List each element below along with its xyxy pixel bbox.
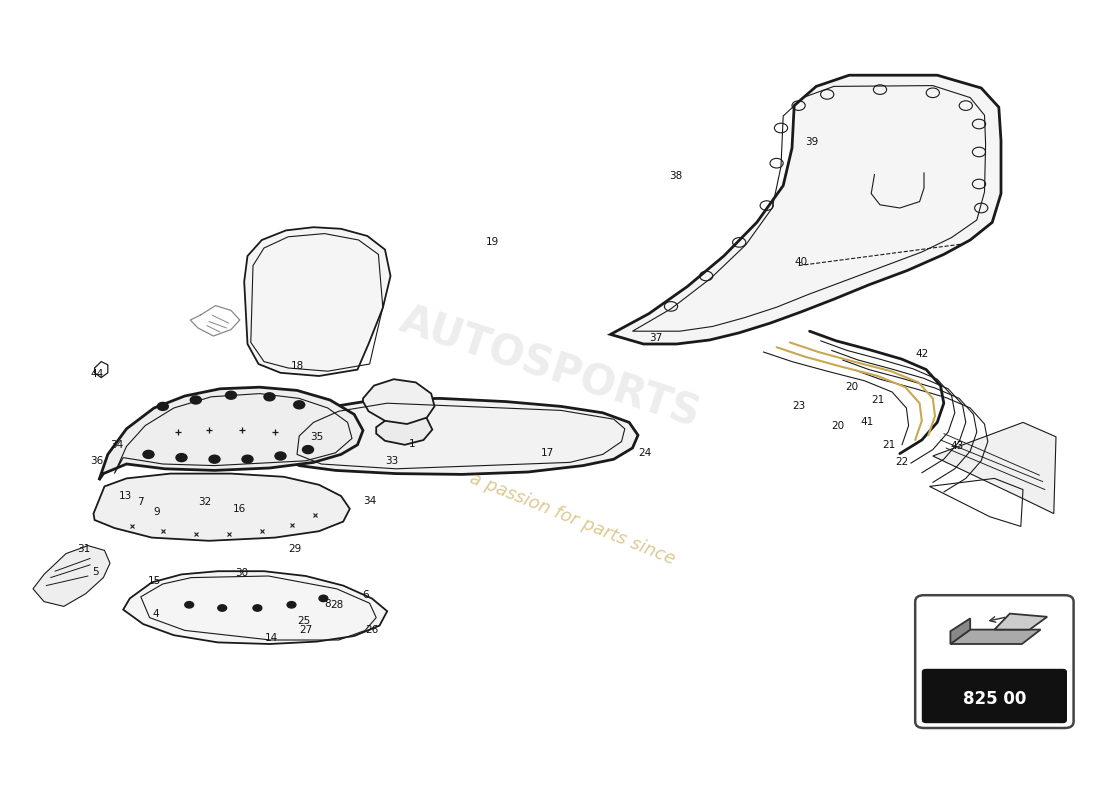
Polygon shape (950, 618, 970, 644)
Text: 39: 39 (805, 138, 818, 147)
Polygon shape (933, 422, 1056, 514)
Text: 6: 6 (362, 590, 369, 600)
Circle shape (218, 605, 227, 611)
Polygon shape (284, 398, 638, 474)
Text: 36: 36 (90, 456, 103, 466)
Text: AUTOSPORTS: AUTOSPORTS (394, 299, 706, 437)
Text: 20: 20 (832, 421, 845, 430)
Text: 43: 43 (950, 442, 964, 451)
Circle shape (242, 455, 253, 463)
Text: 35: 35 (310, 432, 323, 442)
Circle shape (275, 452, 286, 460)
Text: 40: 40 (794, 258, 807, 267)
Polygon shape (123, 571, 387, 644)
Text: 4: 4 (153, 610, 159, 619)
Text: 41: 41 (860, 418, 873, 427)
Text: 26: 26 (365, 626, 378, 635)
Text: 25: 25 (297, 616, 310, 626)
Text: 31: 31 (77, 544, 90, 554)
Text: 5: 5 (92, 567, 99, 577)
Circle shape (185, 602, 194, 608)
Polygon shape (99, 387, 363, 480)
Text: 24: 24 (638, 448, 651, 458)
Text: 19: 19 (486, 237, 499, 246)
Text: 9: 9 (153, 507, 159, 517)
Circle shape (190, 396, 201, 404)
Polygon shape (994, 614, 1047, 630)
Circle shape (287, 602, 296, 608)
Text: 44: 44 (90, 370, 103, 379)
Text: 7: 7 (138, 498, 144, 507)
Text: 29: 29 (288, 544, 301, 554)
Text: 34: 34 (363, 496, 376, 506)
Text: 8: 8 (324, 599, 331, 609)
Text: 825 00: 825 00 (962, 690, 1026, 708)
Polygon shape (376, 413, 432, 445)
Text: 28: 28 (330, 600, 343, 610)
Polygon shape (33, 546, 110, 606)
Circle shape (253, 605, 262, 611)
Circle shape (294, 401, 305, 409)
Text: 33: 33 (385, 456, 398, 466)
Circle shape (143, 450, 154, 458)
Text: 14: 14 (265, 634, 278, 643)
Text: 13: 13 (119, 491, 132, 501)
Text: 27: 27 (299, 626, 312, 635)
Text: 15: 15 (147, 576, 161, 586)
Text: 21: 21 (871, 395, 884, 405)
Text: 20: 20 (845, 382, 858, 392)
Circle shape (302, 446, 313, 454)
FancyBboxPatch shape (915, 595, 1074, 728)
Text: 1: 1 (409, 439, 416, 449)
Text: a passion for parts since: a passion for parts since (466, 469, 678, 568)
Circle shape (157, 402, 168, 410)
Text: 37: 37 (649, 333, 662, 342)
Text: 38: 38 (669, 171, 682, 181)
Circle shape (264, 393, 275, 401)
Text: 32: 32 (198, 498, 211, 507)
Text: 22: 22 (895, 458, 909, 467)
Text: 16: 16 (233, 504, 246, 514)
Text: 30: 30 (235, 568, 249, 578)
FancyBboxPatch shape (922, 669, 1067, 723)
Text: 42: 42 (915, 349, 928, 358)
Text: 21: 21 (882, 440, 895, 450)
Polygon shape (94, 474, 350, 541)
Polygon shape (610, 75, 1001, 344)
Polygon shape (244, 227, 390, 376)
Circle shape (176, 454, 187, 462)
Circle shape (209, 455, 220, 463)
Polygon shape (363, 379, 434, 424)
Circle shape (226, 391, 236, 399)
Text: 17: 17 (541, 448, 554, 458)
Text: 23: 23 (792, 402, 805, 411)
Circle shape (319, 595, 328, 602)
Text: 18: 18 (290, 362, 304, 371)
Text: 34: 34 (110, 440, 123, 450)
Polygon shape (950, 630, 1041, 644)
